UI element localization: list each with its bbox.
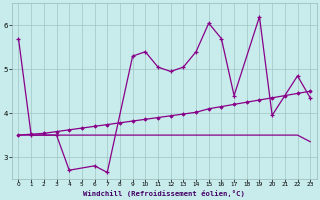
X-axis label: Windchill (Refroidissement éolien,°C): Windchill (Refroidissement éolien,°C) (84, 190, 245, 197)
